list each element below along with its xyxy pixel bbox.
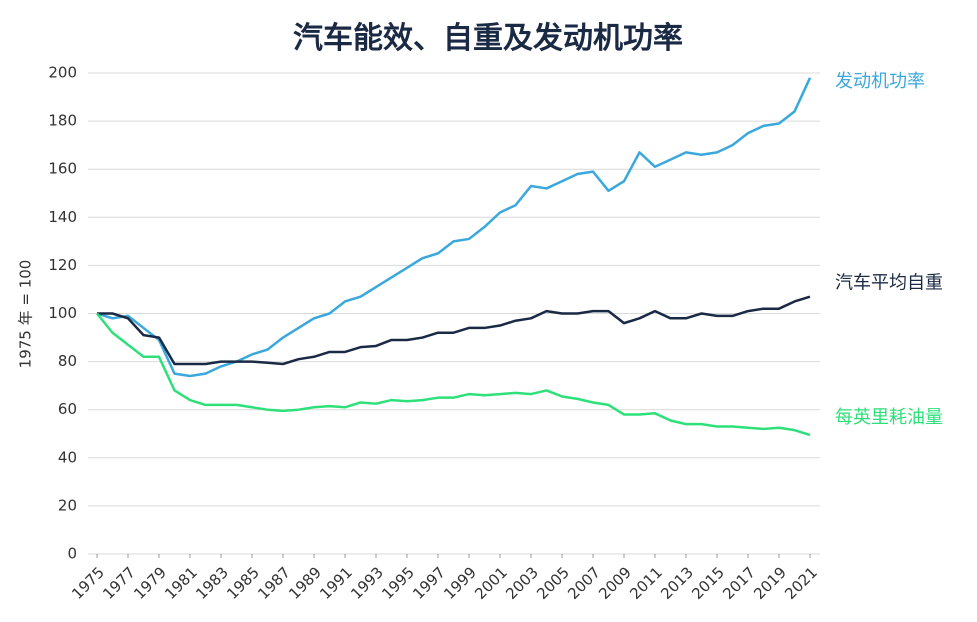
series-line [97, 295, 811, 366]
y-tick-label: 20 [58, 496, 77, 514]
x-tick-label: 1975 [68, 563, 108, 603]
x-tick-label: 2015 [688, 563, 728, 603]
x-tick-label: 1979 [130, 563, 170, 603]
x-tick-label: 1981 [161, 563, 201, 603]
y-tick-label: 80 [58, 352, 77, 370]
x-tick-label: 2003 [502, 563, 542, 603]
x-tick-label: 2021 [781, 563, 821, 603]
x-tick-label: 2017 [719, 563, 759, 603]
y-tick-label: 100 [48, 304, 77, 322]
x-tick-label: 1977 [99, 563, 139, 603]
x-tick-label: 1983 [192, 563, 232, 603]
y-tick-label: 120 [48, 256, 77, 274]
y-tick-label: 0 [67, 545, 77, 563]
x-tick-label: 2009 [595, 563, 635, 603]
series-line [96, 77, 812, 378]
x-tick-label: 1985 [223, 563, 263, 603]
x-tick-label: 1999 [440, 563, 480, 603]
chart-title: 汽车能效、自重及发动机功率 [293, 21, 683, 56]
x-tick-label: 1989 [285, 563, 325, 603]
x-tick-label: 1991 [316, 563, 356, 603]
series-label: 汽车平均自重 [835, 273, 943, 294]
x-tick-label: 1997 [409, 563, 449, 603]
y-tick-label: 40 [58, 448, 77, 466]
series-label: 发动机功率 [835, 71, 925, 92]
x-tick-label: 2013 [657, 563, 697, 603]
x-tick-label: 2019 [750, 563, 790, 603]
y-axis-label: 1975 年 = 100 [17, 260, 35, 369]
x-tick-label: 2011 [626, 563, 666, 603]
x-tick-label: 1995 [378, 563, 418, 603]
y-tick-label: 180 [48, 112, 77, 130]
x-tick-label: 2005 [533, 563, 573, 603]
series-label: 每英里耗油量 [835, 407, 943, 428]
y-tick-label: 200 [48, 64, 77, 82]
x-tick-label: 1993 [347, 563, 387, 603]
x-tick-label: 1987 [254, 563, 294, 603]
y-tick-label: 160 [48, 160, 77, 178]
series-line [96, 312, 811, 437]
y-tick-label: 60 [58, 400, 77, 418]
x-tick-label: 2007 [564, 563, 604, 603]
x-tick-label: 2001 [471, 563, 511, 603]
y-tick-label: 140 [48, 208, 77, 226]
